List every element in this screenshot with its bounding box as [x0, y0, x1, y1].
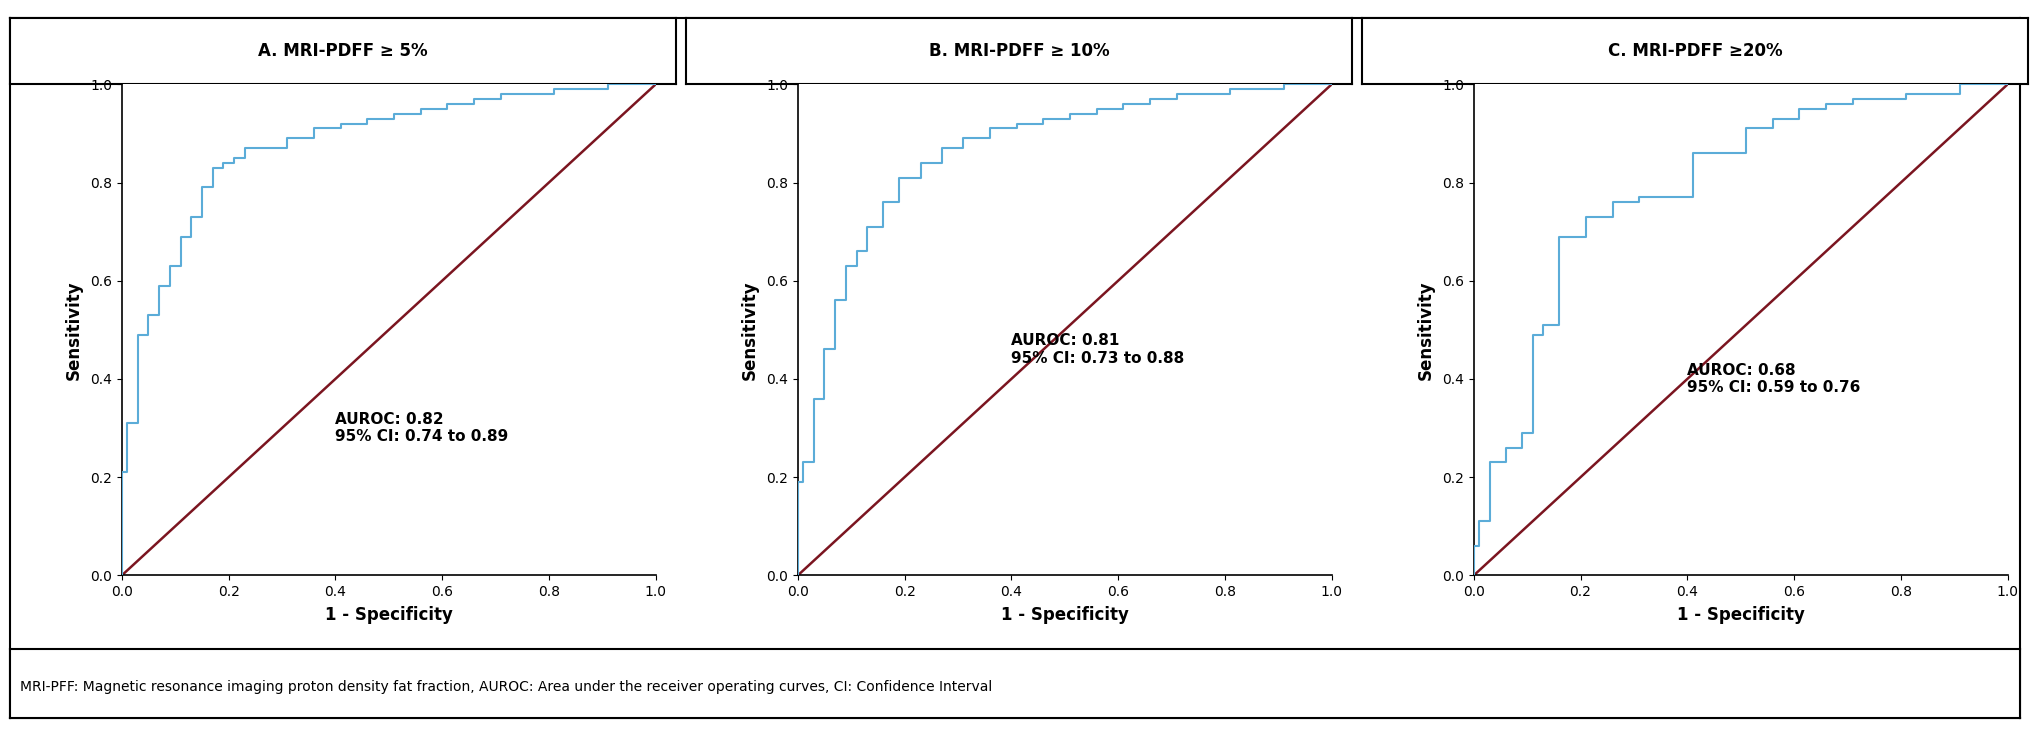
Y-axis label: Sensitivity: Sensitivity: [1417, 280, 1435, 380]
Y-axis label: Sensitivity: Sensitivity: [65, 280, 83, 380]
X-axis label: 1 - Specificity: 1 - Specificity: [1677, 606, 1805, 624]
Text: A. MRI-PDFF ≥ 5%: A. MRI-PDFF ≥ 5%: [258, 43, 428, 60]
X-axis label: 1 - Specificity: 1 - Specificity: [325, 606, 453, 624]
X-axis label: 1 - Specificity: 1 - Specificity: [1001, 606, 1129, 624]
Text: AUROC: 0.68
95% CI: 0.59 to 0.76: AUROC: 0.68 95% CI: 0.59 to 0.76: [1687, 363, 1862, 395]
Text: AUROC: 0.81
95% CI: 0.73 to 0.88: AUROC: 0.81 95% CI: 0.73 to 0.88: [1011, 334, 1186, 366]
Y-axis label: Sensitivity: Sensitivity: [741, 280, 759, 380]
Text: MRI-PFF: Magnetic resonance imaging proton density fat fraction, AUROC: Area und: MRI-PFF: Magnetic resonance imaging prot…: [20, 680, 993, 694]
Text: AUROC: 0.82
95% CI: 0.74 to 0.89: AUROC: 0.82 95% CI: 0.74 to 0.89: [335, 412, 510, 444]
Text: C. MRI-PDFF ≥20%: C. MRI-PDFF ≥20%: [1608, 43, 1782, 60]
Text: B. MRI-PDFF ≥ 10%: B. MRI-PDFF ≥ 10%: [930, 43, 1108, 60]
